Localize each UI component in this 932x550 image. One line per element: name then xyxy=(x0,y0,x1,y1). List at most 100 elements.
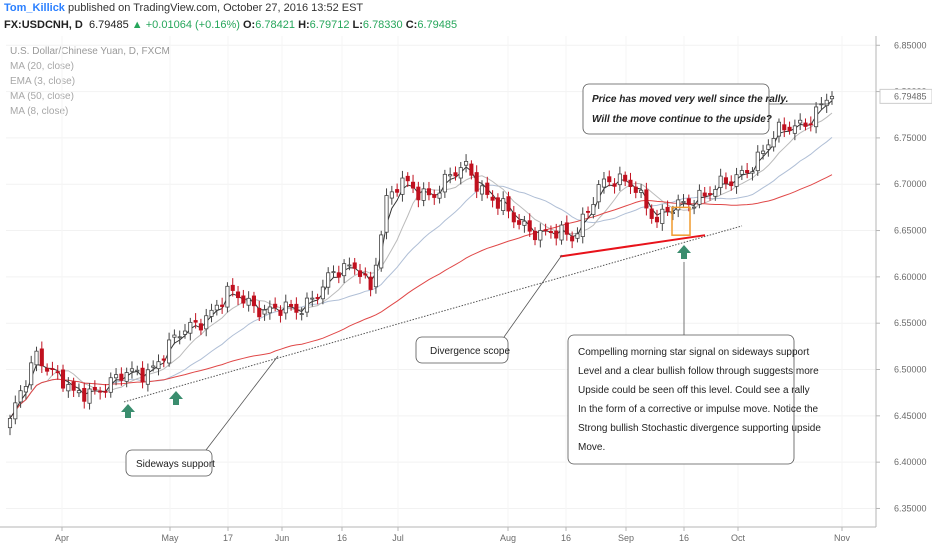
candle xyxy=(400,170,405,202)
candle xyxy=(633,181,638,199)
time-tick-label: May xyxy=(161,533,179,543)
candle-body xyxy=(71,381,76,391)
time-tick-label: Oct xyxy=(731,533,746,543)
candle xyxy=(776,118,782,143)
candle-body xyxy=(108,377,113,393)
candle-body xyxy=(156,361,161,370)
candle-body xyxy=(766,144,771,150)
candle xyxy=(559,220,564,245)
candle-body xyxy=(437,192,442,199)
author-link[interactable]: Tom_Killick xyxy=(4,2,65,14)
candle xyxy=(182,324,188,339)
last-price: 6.79485 xyxy=(88,19,129,31)
candle xyxy=(161,355,166,368)
candle xyxy=(660,204,665,231)
candle xyxy=(352,257,357,275)
candle-body xyxy=(389,191,394,199)
candle xyxy=(60,364,66,392)
legend-ema3[interactable]: EMA (3, close) xyxy=(10,76,76,87)
candle xyxy=(506,191,511,219)
candle xyxy=(612,178,617,194)
candle xyxy=(490,190,495,208)
legend-ma20[interactable]: MA (20, close) xyxy=(10,61,74,72)
candle xyxy=(495,193,500,215)
candle xyxy=(485,176,490,199)
candle-body xyxy=(289,303,294,307)
candle xyxy=(543,223,548,236)
candle xyxy=(814,102,819,134)
candle xyxy=(591,197,596,219)
candle xyxy=(824,93,829,113)
candle xyxy=(511,205,516,229)
candle-body xyxy=(792,125,797,134)
up-triangle-icon: ▲ xyxy=(131,19,143,31)
candle xyxy=(448,167,453,184)
candle xyxy=(829,91,835,105)
candle xyxy=(193,313,198,329)
price-tick-label: 6.85000 xyxy=(894,40,927,50)
candle xyxy=(209,303,214,323)
candle xyxy=(76,383,81,398)
up-arrow-icon xyxy=(677,245,691,259)
candle xyxy=(29,355,34,390)
candle xyxy=(692,199,697,215)
candle-body xyxy=(331,271,336,274)
candle-body xyxy=(220,304,225,307)
candle-body xyxy=(114,374,119,379)
morning-star-box xyxy=(671,206,691,236)
candle xyxy=(283,294,288,320)
candle-body xyxy=(596,184,601,203)
legend-ma50[interactable]: MA (50, close) xyxy=(10,91,74,102)
candle-body xyxy=(7,418,13,429)
candle xyxy=(103,384,108,398)
candle-body xyxy=(167,339,172,364)
candle-body xyxy=(246,297,251,306)
candle xyxy=(501,191,506,216)
candle-body xyxy=(601,178,607,188)
candle-body xyxy=(214,304,219,311)
candle-body xyxy=(501,198,506,212)
candle-body xyxy=(421,188,426,201)
candle-body xyxy=(718,175,723,188)
candle xyxy=(750,167,755,181)
candle xyxy=(596,180,601,209)
candle-body xyxy=(586,210,591,213)
candle-body xyxy=(342,263,347,277)
candle xyxy=(697,184,702,209)
legend-ma8[interactable]: MA (8, close) xyxy=(10,106,69,117)
candle-body xyxy=(379,234,384,269)
candle-body xyxy=(230,284,235,291)
up-arrow-icon xyxy=(121,404,135,418)
candle xyxy=(432,189,437,205)
candle-body xyxy=(320,286,325,300)
high-value: 6.79712 xyxy=(309,19,350,31)
candle-body xyxy=(124,372,129,382)
candle xyxy=(580,207,585,244)
candle-body xyxy=(448,174,453,177)
publish-info: published on TradingView.com, October 27… xyxy=(68,2,364,14)
time-tick-label: 17 xyxy=(223,533,233,543)
price-tick-label: 6.35000 xyxy=(894,503,927,513)
candle xyxy=(87,383,92,410)
candle xyxy=(172,329,177,345)
candle-body xyxy=(506,196,511,212)
candle xyxy=(379,230,384,272)
candle xyxy=(437,185,442,204)
candle xyxy=(601,172,607,194)
publish-line: Tom_Killick published on TradingView.com… xyxy=(4,2,363,14)
callout-signal-text: Compelling morning star signal on sidewa… xyxy=(578,347,809,358)
candle-body xyxy=(575,233,580,239)
candle-body xyxy=(824,99,829,107)
candle-body xyxy=(564,222,569,235)
candle xyxy=(617,166,622,191)
candle xyxy=(745,163,750,179)
candle-body xyxy=(442,173,447,193)
candle-body xyxy=(151,365,156,368)
candle xyxy=(570,231,575,249)
candle-body xyxy=(771,137,776,148)
candle xyxy=(474,165,479,199)
price-tick-label: 6.65000 xyxy=(894,226,927,236)
candle xyxy=(739,165,744,181)
candle xyxy=(639,184,644,199)
